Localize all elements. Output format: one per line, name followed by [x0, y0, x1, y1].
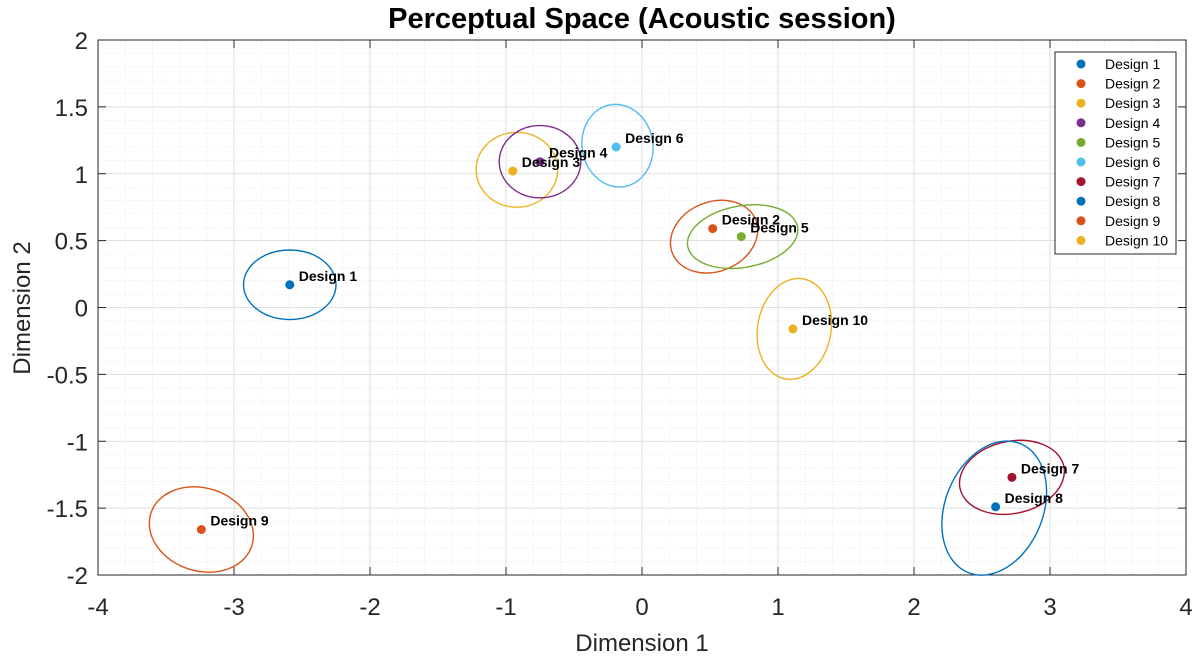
chart-title: Perceptual Space (Acoustic session) [388, 3, 896, 35]
point-label-design-4: Design 4 [549, 145, 608, 161]
point-label-design-6: Design 6 [625, 130, 684, 146]
x-tick-label: 1 [771, 594, 784, 621]
ellipse-design-7 [958, 439, 1066, 516]
ellipse-design-9 [148, 486, 255, 573]
legend-entry-design-4: Design 4 [1105, 115, 1160, 131]
legend-marker-design-7 [1076, 177, 1086, 187]
point-label-design-7: Design 7 [1021, 460, 1080, 476]
ellipse-design-6 [581, 103, 654, 188]
point-design-10 [788, 324, 798, 334]
legend-entry-design-6: Design 6 [1105, 154, 1160, 170]
ellipse-design-1 [242, 249, 337, 321]
y-tick-label: 0.5 [55, 229, 88, 256]
legend-entry-design-9: Design 9 [1105, 213, 1160, 229]
data-points [196, 142, 1017, 535]
point-design-5 [736, 232, 746, 242]
legend-marker-design-1 [1076, 59, 1086, 69]
legend-marker-design-3 [1076, 98, 1086, 108]
ellipse-design-4 [498, 124, 582, 199]
ellipse-design-8 [941, 440, 1048, 576]
point-label-design-5: Design 5 [750, 220, 809, 236]
point-label-design-1: Design 1 [299, 268, 358, 284]
x-tick-label: -3 [223, 594, 244, 621]
legend-marker-design-6 [1076, 157, 1086, 167]
x-tick-label: -1 [495, 594, 516, 621]
legend-marker-design-5 [1076, 137, 1086, 147]
x-axis-label: Dimension 1 [575, 630, 708, 657]
point-design-3 [508, 166, 518, 176]
y-tick-label: 0 [75, 296, 88, 323]
point-design-1 [285, 280, 295, 290]
confidence-ellipses [148, 103, 1066, 576]
legend-entry-design-8: Design 8 [1105, 193, 1160, 209]
legend-marker-design-4 [1076, 118, 1086, 128]
point-design-6 [611, 142, 621, 152]
point-design-8 [991, 502, 1001, 512]
legend-entry-design-2: Design 2 [1105, 76, 1160, 92]
legend-entry-design-7: Design 7 [1105, 174, 1160, 190]
legend-entry-design-1: Design 1 [1105, 56, 1160, 72]
legend-entry-design-5: Design 5 [1105, 134, 1160, 150]
legend-marker-design-10 [1076, 235, 1086, 245]
y-axis-label: Dimension 2 [9, 241, 36, 374]
y-axis-ticks: 2 1.5 1 0.5 0 -0.5 -1 -1.5 -2 [47, 28, 1186, 590]
y-tick-label: 2 [75, 28, 88, 55]
y-tick-label: -2 [67, 563, 88, 590]
ellipse-design-5 [686, 204, 799, 270]
ellipse-design-10 [756, 277, 833, 381]
point-label-design-10: Design 10 [802, 312, 868, 328]
legend-box [1054, 51, 1177, 255]
legend-marker-design-2 [1076, 79, 1086, 89]
point-design-7 [1007, 472, 1017, 482]
y-tick-label: -1.5 [47, 496, 88, 523]
point-label-design-2: Design 2 [722, 212, 781, 228]
y-tick-label: -1 [67, 429, 88, 456]
x-tick-label: -4 [87, 594, 108, 621]
point-label-design-8: Design 8 [1005, 490, 1064, 506]
x-tick-label: 0 [635, 594, 648, 621]
x-axis-ticks: -4 -3 -2 -1 0 1 2 3 4 [87, 40, 1193, 621]
x-tick-label: -2 [359, 594, 380, 621]
point-label-design-3: Design 3 [522, 154, 581, 170]
y-tick-label: 1.5 [55, 95, 88, 122]
x-tick-label: 2 [907, 594, 920, 621]
x-tick-label: 3 [1043, 594, 1056, 621]
legend-marker-design-9 [1076, 216, 1086, 226]
legend-entry-design-10: Design 10 [1105, 232, 1168, 248]
x-tick-label: 4 [1179, 594, 1192, 621]
legend-marker-design-8 [1076, 196, 1086, 206]
point-label-design-9: Design 9 [210, 513, 269, 529]
point-design-4 [535, 157, 545, 167]
legend-entry-design-3: Design 3 [1105, 95, 1160, 111]
ellipse-design-2 [669, 199, 759, 274]
point-design-9 [196, 525, 206, 535]
y-tick-label: -0.5 [47, 362, 88, 389]
point-design-2 [708, 224, 718, 234]
legend: Design 1 Design 2 Design 3 Design 4 Design 5… [1054, 51, 1177, 255]
y-tick-label: 1 [75, 162, 88, 189]
